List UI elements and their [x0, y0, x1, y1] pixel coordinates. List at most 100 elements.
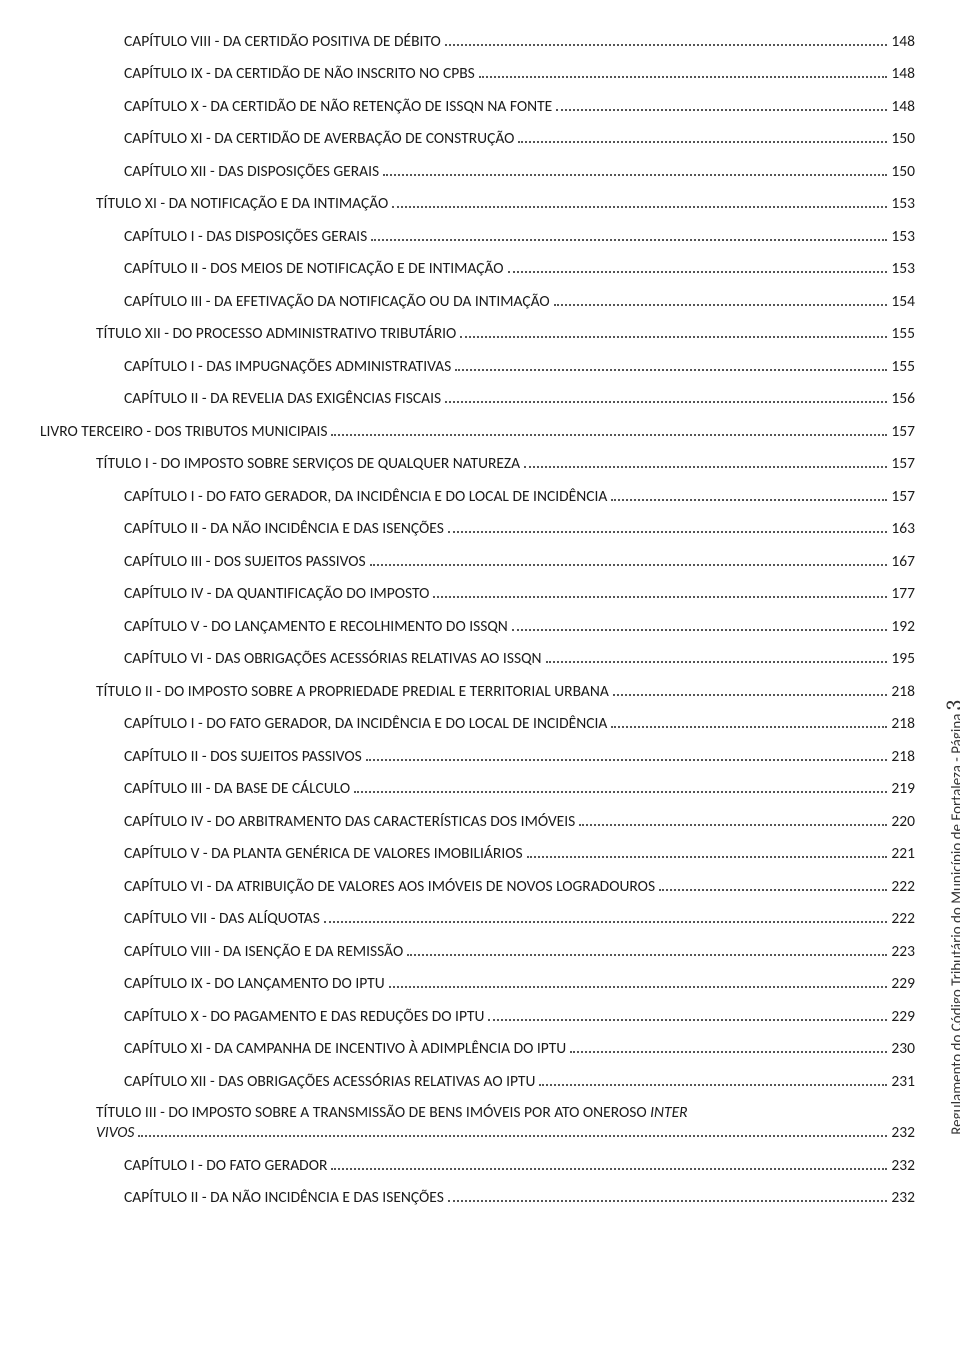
toc-page-number: 148 — [891, 97, 915, 116]
toc-title-text: CAPÍTULO XII - DAS OBRIGAÇÕES ACESSÓRIAS… — [124, 1072, 535, 1091]
toc-entry: TÍTULO III - DO IMPOSTO SOBRE A TRANSMIS… — [40, 1103, 915, 1143]
toc-leader-dots — [460, 323, 887, 339]
toc-title-text: CAPÍTULO I - DAS IMPUGNAÇÕES ADMINISTRAT… — [124, 357, 451, 376]
toc-title-text: CAPÍTULO III - DOS SUJEITOS PASSIVOS — [124, 552, 366, 571]
side-page-number: 3 — [942, 700, 960, 710]
toc-leader-dots — [554, 290, 888, 306]
toc-title-text: CAPÍTULO I - DO FATO GERADOR, DA INCIDÊN… — [124, 714, 607, 733]
toc-leader-dots — [445, 30, 888, 46]
toc-leader-dots — [433, 583, 887, 599]
toc-page-number: 155 — [891, 324, 915, 343]
toc-entry: CAPÍTULO I - DO FATO GERADOR, DA INCIDÊN… — [40, 713, 915, 734]
toc-entry: CAPÍTULO VIII - DA CERTIDÃO POSITIVA DE … — [40, 30, 915, 51]
toc-title-text: CAPÍTULO VI - DAS OBRIGAÇÕES ACESSÓRIAS … — [124, 649, 542, 668]
toc-title-italic-part1: INTER — [650, 1103, 687, 1122]
toc-entry: CAPÍTULO I - DO FATO GERADOR, DA INCIDÊN… — [40, 485, 915, 506]
toc-title-text: CAPÍTULO V - DA PLANTA GENÉRICA DE VALOR… — [124, 844, 523, 863]
toc-entry: CAPÍTULO IX - DA CERTIDÃO DE NÃO INSCRIT… — [40, 63, 915, 84]
toc-page-number: 167 — [891, 552, 915, 571]
toc-leader-dots — [448, 1187, 888, 1203]
toc-page-number: 232 — [891, 1188, 915, 1207]
toc-title-text: TÍTULO II - DO IMPOSTO SOBRE A PROPRIEDA… — [96, 682, 609, 701]
toc-leader-dots — [527, 843, 888, 859]
toc-page-number: 219 — [891, 779, 915, 798]
toc-page-number: 218 — [891, 747, 915, 766]
toc-page-number: 157 — [891, 422, 915, 441]
toc-entry: CAPÍTULO V - DA PLANTA GENÉRICA DE VALOR… — [40, 843, 915, 864]
toc-page-number: 223 — [891, 942, 915, 961]
toc-leader-dots — [392, 193, 887, 209]
toc-entry: CAPÍTULO X - DA CERTIDÃO DE NÃO RETENÇÃO… — [40, 95, 915, 116]
toc-leader-dots — [512, 615, 888, 631]
toc-title-text: TÍTULO I - DO IMPOSTO SOBRE SERVIÇOS DE … — [96, 454, 520, 473]
toc-entry: CAPÍTULO IX - DO LANÇAMENTO DO IPTU229 — [40, 973, 915, 994]
toc-entry: CAPÍTULO I - DAS IMPUGNAÇÕES ADMINISTRAT… — [40, 355, 915, 376]
toc-leader-dots — [611, 713, 887, 729]
toc-entry: CAPÍTULO V - DO LANÇAMENTO E RECOLHIMENT… — [40, 615, 915, 636]
toc-leader-dots — [479, 63, 888, 79]
toc-page-number: 222 — [891, 909, 915, 928]
toc-entry: CAPÍTULO VI - DA ATRIBUIÇÃO DE VALORES A… — [40, 875, 915, 896]
toc-page-number: 154 — [891, 292, 915, 311]
toc-leader-dots — [611, 485, 887, 501]
toc-entry: CAPÍTULO III - DOS SUJEITOS PASSIVOS 167 — [40, 550, 915, 571]
toc-entry: LIVRO TERCEIRO - DOS TRIBUTOS MUNICIPAIS… — [40, 420, 915, 441]
toc-title-text: CAPÍTULO IX - DA CERTIDÃO DE NÃO INSCRIT… — [124, 64, 475, 83]
toc-title-continuation: VIVOS — [96, 1123, 134, 1142]
toc-title-text: TÍTULO III - DO IMPOSTO SOBRE A TRANSMIS… — [96, 1103, 650, 1122]
toc-leader-dots — [455, 355, 887, 371]
toc-leader-dots — [579, 810, 887, 826]
toc-leader-dots — [354, 778, 887, 794]
toc-title-text: CAPÍTULO VII - DAS ALÍQUOTAS — [124, 909, 320, 928]
toc-page-number: 153 — [891, 259, 915, 278]
toc-title-text: CAPÍTULO II - DOS SUJEITOS PASSIVOS — [124, 747, 362, 766]
toc-entry: CAPÍTULO I - DAS DISPOSIÇÕES GERAIS153 — [40, 225, 915, 246]
toc-entry-title: TÍTULO III - DO IMPOSTO SOBRE A TRANSMIS… — [96, 1103, 915, 1122]
toc-title-text: CAPÍTULO XI - DA CAMPANHA DE INCENTIVO À… — [124, 1039, 566, 1058]
toc-title-text: TÍTULO XII - DO PROCESSO ADMINISTRATIVO … — [96, 324, 456, 343]
toc-leader-dots — [331, 420, 887, 436]
toc-page-number: 230 — [891, 1039, 915, 1058]
toc-page-number: 229 — [891, 1007, 915, 1026]
toc-entry: CAPÍTULO IV - DA QUANTIFICAÇÃO DO IMPOST… — [40, 583, 915, 604]
toc-page-number: 150 — [891, 162, 915, 181]
toc-title-text: CAPÍTULO II - DOS MEIOS DE NOTIFICAÇÃO E… — [124, 259, 504, 278]
toc-leader-dots — [448, 518, 888, 534]
toc-title-text: TÍTULO XI - DA NOTIFICAÇÃO E DA INTIMAÇÃ… — [96, 194, 388, 213]
toc-title-text: CAPÍTULO XI - DA CERTIDÃO DE AVERBAÇÃO D… — [124, 129, 514, 148]
toc-page-number: 177 — [891, 584, 915, 603]
toc-leader-dots — [518, 128, 887, 144]
side-margin-text: Regulamento do Código Tributário do Muni… — [942, 700, 960, 1135]
toc-leader-dots — [371, 225, 887, 241]
toc-title-text: CAPÍTULO IV - DA QUANTIFICAÇÃO DO IMPOST… — [124, 584, 429, 603]
toc-entry: CAPÍTULO XI - DA CAMPANHA DE INCENTIVO À… — [40, 1038, 915, 1059]
toc-page-number: 163 — [891, 519, 915, 538]
toc-title-text: CAPÍTULO VI - DA ATRIBUIÇÃO DE VALORES A… — [124, 877, 655, 896]
toc-title-text: CAPÍTULO I - DO FATO GERADOR — [124, 1156, 327, 1175]
toc-title-text: CAPÍTULO X - DA CERTIDÃO DE NÃO RETENÇÃO… — [124, 97, 552, 116]
toc-list: CAPÍTULO VIII - DA CERTIDÃO POSITIVA DE … — [40, 30, 915, 1207]
toc-page: CAPÍTULO VIII - DA CERTIDÃO POSITIVA DE … — [0, 0, 960, 1249]
toc-entry: TÍTULO II - DO IMPOSTO SOBRE A PROPRIEDA… — [40, 680, 915, 701]
toc-page-number: 218 — [891, 682, 915, 701]
toc-leader-dots — [659, 875, 887, 891]
toc-entry: CAPÍTULO II - DOS MEIOS DE NOTIFICAÇÃO E… — [40, 258, 915, 279]
toc-page-number: 150 — [891, 129, 915, 148]
toc-page-number: 229 — [891, 974, 915, 993]
toc-page-number: 231 — [891, 1072, 915, 1091]
toc-entry: TÍTULO I - DO IMPOSTO SOBRE SERVIÇOS DE … — [40, 453, 915, 474]
toc-page-number: 218 — [891, 714, 915, 733]
toc-entry: CAPÍTULO I - DO FATO GERADOR232 — [40, 1154, 915, 1175]
toc-entry: TÍTULO XI - DA NOTIFICAÇÃO E DA INTIMAÇÃ… — [40, 193, 915, 214]
toc-title-text: CAPÍTULO II - DA NÃO INCIDÊNCIA E DAS IS… — [124, 519, 444, 538]
toc-page-number: 222 — [891, 877, 915, 896]
toc-leader-dots — [366, 745, 888, 761]
toc-title-text: CAPÍTULO II - DA NÃO INCIDÊNCIA E DAS IS… — [124, 1188, 444, 1207]
toc-title-text: CAPÍTULO III - DA BASE DE CÁLCULO — [124, 779, 350, 798]
toc-entry: CAPÍTULO II - DOS SUJEITOS PASSIVOS 218 — [40, 745, 915, 766]
toc-page-number: 153 — [891, 194, 915, 213]
side-label-text: Regulamento do Código Tributário do Muni… — [949, 714, 960, 1135]
toc-leader-dots — [508, 258, 888, 274]
toc-page-number: 195 — [891, 649, 915, 668]
toc-leader-dots — [488, 1005, 887, 1021]
